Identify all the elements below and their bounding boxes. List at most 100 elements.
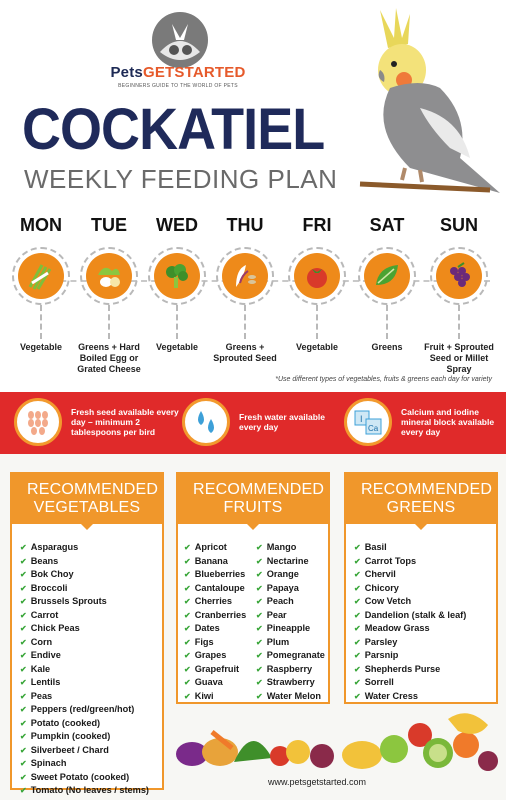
list-item: Sorrell xyxy=(354,676,496,690)
vegetables-card: RECOMMENDED VEGETABLES AsparagusBeansBok… xyxy=(10,472,164,795)
cockatiel-illustration xyxy=(359,8,500,193)
list-item: Broccoli xyxy=(20,582,162,596)
day-food: Fruit + Sprouted Seed or Millet Spray xyxy=(424,342,494,374)
day-stem xyxy=(316,305,318,339)
day-stem xyxy=(458,305,460,339)
list-item: Potato (cooked) xyxy=(20,717,162,731)
egg-greens-icon xyxy=(98,267,120,287)
day-column-tue: TUE Greens + Hard Boiled Egg or Grated C… xyxy=(74,215,144,375)
leaf-icon xyxy=(376,265,398,285)
band-text: Fresh seed available every day – minimum… xyxy=(71,407,179,437)
asparagus-icon xyxy=(28,264,52,290)
brand-pets: Pets xyxy=(110,64,143,81)
band-item-water: Fresh water available every day xyxy=(182,398,334,446)
grapes-icon xyxy=(450,262,470,287)
day-column-wed: WED Vegetable xyxy=(142,215,212,353)
fruits-illustration xyxy=(342,713,498,771)
day-column-mon: MON Vegetable xyxy=(6,215,76,353)
list-item: Parsnip xyxy=(354,649,496,663)
list-item: Shepherds Purse xyxy=(354,663,496,677)
list-item: Tomato (No leaves / stems) xyxy=(20,784,162,798)
list-item: Nectarine xyxy=(256,555,325,569)
day-name: SUN xyxy=(439,215,478,235)
list-item: Chervil xyxy=(354,568,496,582)
list-item: Dates xyxy=(184,622,256,636)
band-text: Fresh water available every day xyxy=(239,412,325,432)
day-name: MON xyxy=(20,215,62,235)
list-item: Brussels Sprouts xyxy=(20,595,162,609)
list-item: Pumpkin (cooked) xyxy=(20,730,162,744)
day-name: SAT xyxy=(369,215,405,235)
day-name: WED xyxy=(156,215,198,235)
day-circle xyxy=(148,247,206,305)
greens-heading-text: RECOMMENDED GREENS xyxy=(361,481,493,516)
list-item: Endive xyxy=(20,649,162,663)
day-circle xyxy=(216,247,274,305)
day-food: Greens + Hard Boiled Egg or Grated Chees… xyxy=(77,342,141,374)
day-stem xyxy=(386,305,388,339)
vegetables-heading: RECOMMENDED VEGETABLES xyxy=(12,474,162,524)
list-item: Kale xyxy=(20,663,162,677)
day-stem xyxy=(40,305,42,339)
list-item: Dandelion (stalk & leaf) xyxy=(354,609,496,623)
list-item: Cherries xyxy=(184,595,256,609)
fruits-columns: ApricotBananaBlueberriesCantaloupeCherri… xyxy=(178,524,328,703)
list-item: Water Cress xyxy=(354,690,496,704)
fruits-heading: RECOMMENDED FRUITS xyxy=(178,474,328,524)
list-item: Grapefruit xyxy=(184,663,256,677)
list-item: Bok Choy xyxy=(20,568,162,582)
list-item: Pomegranate xyxy=(256,649,325,663)
band-icon-circle xyxy=(14,398,62,446)
broccoli-icon xyxy=(166,264,188,288)
list-item: Corn xyxy=(20,636,162,650)
band-item-mineral: I Ca Calcium and iodine mineral block av… xyxy=(344,398,501,446)
sprouted-seed-icon xyxy=(236,265,256,287)
day-food: Greens xyxy=(371,342,403,352)
mineral-label-i: I xyxy=(360,414,363,424)
day-food: Vegetable xyxy=(155,342,199,352)
day-stem xyxy=(108,305,110,339)
daily-essentials-band xyxy=(0,392,506,454)
list-item: Strawberry xyxy=(256,676,325,690)
tomato-icon xyxy=(307,268,327,288)
day-food: Vegetable xyxy=(295,342,339,352)
list-item: Meadow Grass xyxy=(354,622,496,636)
list-item: Peas xyxy=(20,690,162,704)
list-item: Asparagus xyxy=(20,541,162,555)
band-icon-circle xyxy=(182,398,230,446)
list-item: Cantaloupe xyxy=(184,582,256,596)
list-item: Chick Peas xyxy=(20,622,162,636)
day-name: TUE xyxy=(91,215,127,235)
list-item: Cow Vetch xyxy=(354,595,496,609)
greens-card: RECOMMENDED GREENS BasilCarrot TopsCherv… xyxy=(344,472,498,704)
list-item: Carrot Tops xyxy=(354,555,496,569)
list-item: Papaya xyxy=(256,582,325,596)
mineral-block-icon: I Ca xyxy=(354,410,382,435)
page-title: COCKATIEL xyxy=(22,97,325,162)
day-column-fri: FRI Vegetable xyxy=(282,215,352,353)
list-item: Orange xyxy=(256,568,325,582)
band-icon-circle: I Ca xyxy=(344,398,392,446)
brand-get-started: GETSTARTED xyxy=(142,64,246,81)
list-item: Pineapple xyxy=(256,622,325,636)
list-item: Lentils xyxy=(20,676,162,690)
greens-heading: RECOMMENDED GREENS xyxy=(346,474,496,524)
fruits-card: RECOMMENDED FRUITS ApricotBananaBlueberr… xyxy=(176,472,330,704)
day-circle xyxy=(430,247,488,305)
day-stem xyxy=(244,305,246,339)
list-item: Water Melon xyxy=(256,690,325,704)
brand-tagline: BEGINNERS GUIDE TO THE WORLD OF PETS xyxy=(118,83,238,89)
vegetables-heading-text: RECOMMENDED VEGETABLES xyxy=(27,481,159,516)
band-text: Calcium and iodine mineral block availab… xyxy=(401,407,495,437)
list-item: Pear xyxy=(256,609,325,623)
list-item: Blueberries xyxy=(184,568,256,582)
footer-website-link[interactable]: www.petsgetstarted.com xyxy=(268,777,367,787)
list-item: Mango xyxy=(256,541,325,555)
water-drops-icon xyxy=(198,411,214,433)
day-name: THU xyxy=(226,215,264,235)
list-item: Apricot xyxy=(184,541,256,555)
day-circle xyxy=(12,247,70,305)
list-item: Figs xyxy=(184,636,256,650)
day-circle xyxy=(288,247,346,305)
vegetables-illustration xyxy=(176,730,334,768)
